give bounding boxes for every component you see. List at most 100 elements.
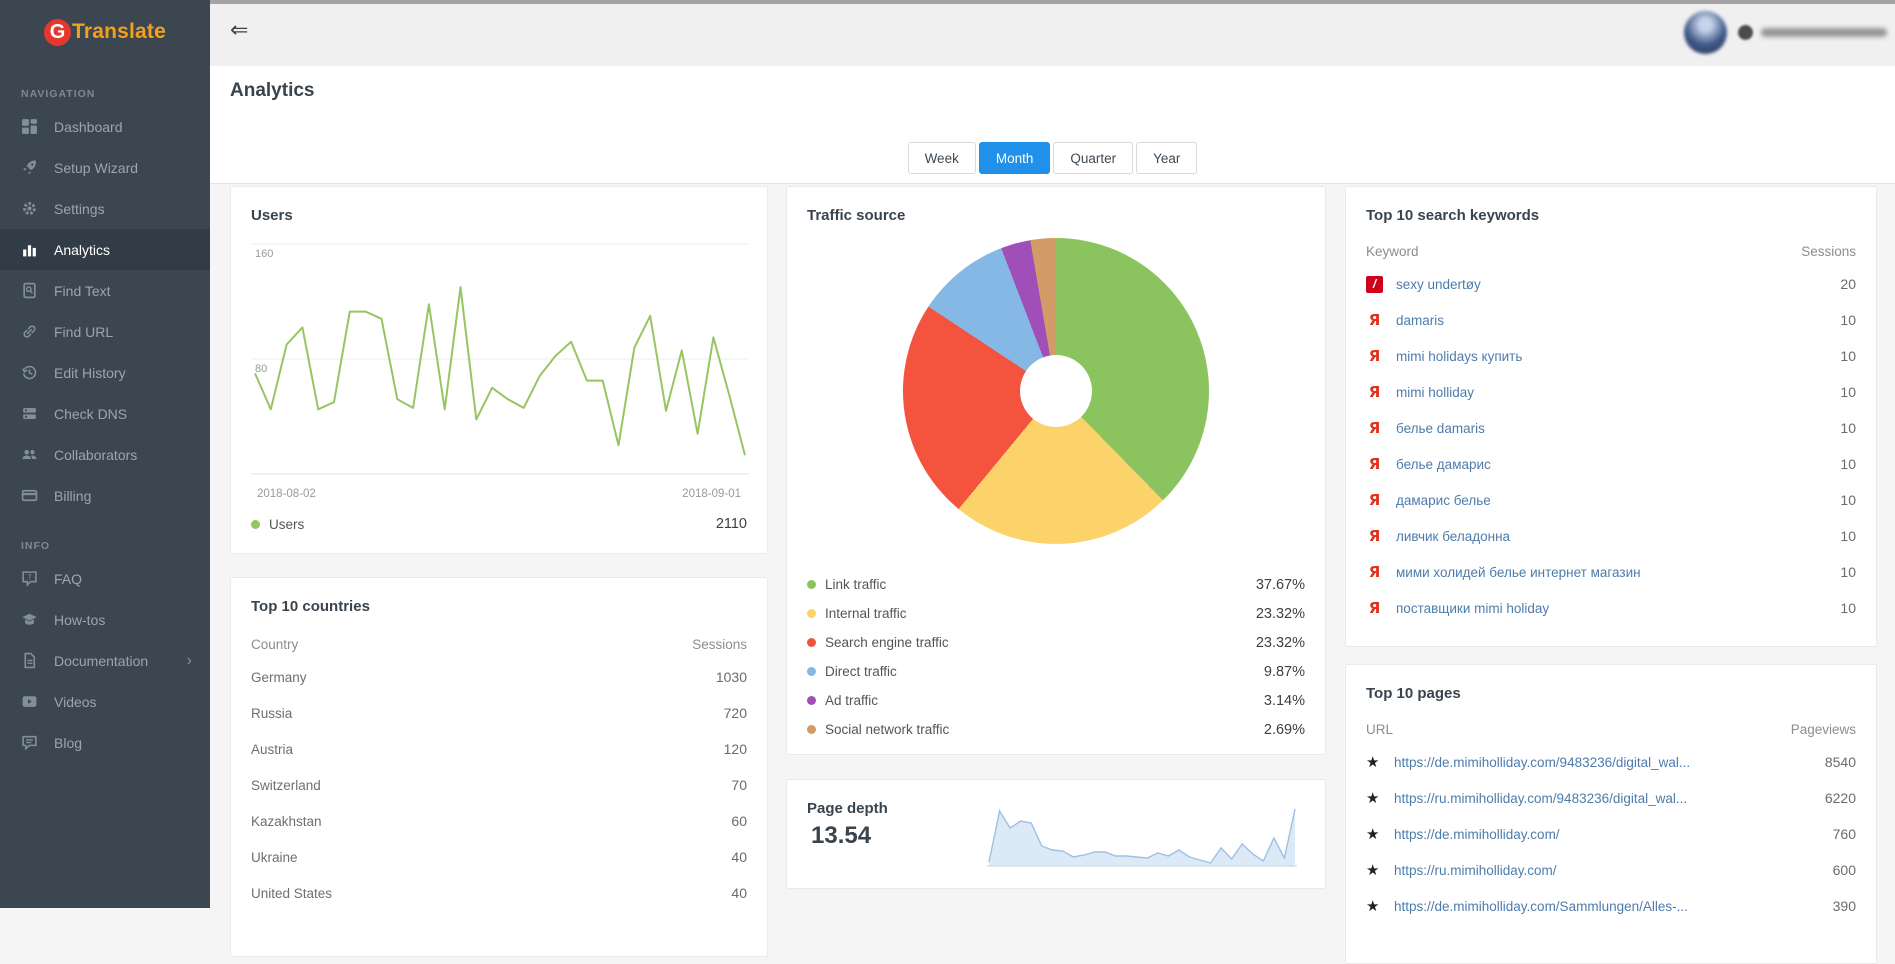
page-depth-sparkline	[987, 808, 1297, 867]
people-icon	[22, 449, 37, 459]
column-header-keyword: Keyword	[1366, 243, 1419, 259]
legend-row: Search engine traffic 23.32%	[807, 628, 1305, 657]
bar-chart-icon	[23, 245, 36, 257]
legend-dot	[807, 580, 816, 589]
legend-dot	[807, 725, 816, 734]
globe-icon	[1738, 25, 1753, 40]
sidebar-item-billing[interactable]: Billing	[0, 475, 210, 516]
table-row: United States 40	[251, 885, 747, 901]
sidebar-item-label: Check DNS	[54, 405, 128, 422]
sidebar-item-collaborators[interactable]: Collaborators	[0, 434, 210, 475]
rocket-icon	[22, 160, 36, 175]
traffic-source-panel: Traffic source Link traffic 37.67% Intern…	[786, 186, 1326, 755]
legend-row: Direct traffic 9.87%	[807, 657, 1305, 686]
star-icon: ★	[1366, 861, 1380, 879]
top-countries-panel: Top 10 countries Country Sessions German…	[230, 577, 768, 957]
page-url-link[interactable]: https://ru.mimiholliday.com/	[1394, 862, 1557, 878]
keyword-link[interactable]: ливчик беладонна	[1396, 528, 1511, 544]
table-row: Austria 120	[251, 741, 747, 757]
page-url-link[interactable]: https://de.mimiholliday.com/Sammlungen/A…	[1394, 898, 1688, 914]
star-icon: ★	[1366, 897, 1380, 915]
user-email-redacted	[1761, 28, 1887, 37]
sidebar-item-documentation[interactable]: Documentation ›	[0, 640, 210, 681]
table-row: ★ https://ru.mimiholliday.com/9483236/dig…	[1366, 789, 1856, 807]
table-header: Keyword Sessions	[1366, 236, 1856, 266]
sidebar-item-label: Settings	[54, 200, 105, 217]
tab-year[interactable]: Year	[1136, 142, 1198, 174]
sidebar-collapse-icon[interactable]: ⇐	[230, 18, 249, 43]
nav-section-info: INFO ? FAQ How-tos Documentation › Video…	[0, 530, 210, 763]
y-axis-tick: 160	[255, 248, 274, 260]
yandex-favicon-icon: Я	[1368, 347, 1381, 365]
keyword-link[interactable]: mimi holliday	[1396, 384, 1475, 400]
sidebar-item-label: Find Text	[54, 282, 111, 299]
sidebar-item-analytics[interactable]: Analytics	[0, 229, 210, 270]
document-search-icon	[23, 282, 36, 299]
legend-dot	[807, 609, 816, 618]
keyword-link[interactable]: белье дамарис	[1396, 456, 1491, 472]
keyword-link[interactable]: дамарис белье	[1396, 492, 1491, 508]
sidebar-item-videos[interactable]: Videos	[0, 681, 210, 722]
sidebar-item-settings[interactable]: Settings	[0, 188, 210, 229]
panel-title: Page depth	[807, 800, 888, 817]
sidebar-item-edit-history[interactable]: Edit History	[0, 352, 210, 393]
document-icon	[24, 652, 36, 669]
sidebar-item-label: Blog	[54, 734, 83, 751]
table-row: / sexy undertøy 20	[1346, 266, 1876, 302]
table-row: ★ https://ru.mimiholliday.com/600	[1366, 861, 1856, 879]
sidebar-item-label: Edit History	[54, 364, 126, 381]
page-url-link[interactable]: https://de.mimiholliday.com/	[1394, 826, 1560, 842]
sidebar-item-check-dns[interactable]: Check DNS	[0, 393, 210, 434]
x-axis-start-date: 2018-08-02	[257, 488, 316, 500]
sidebar-item-faq[interactable]: ? FAQ	[0, 558, 210, 599]
search-engine-favicon-icon: /	[1366, 275, 1383, 293]
keyword-link[interactable]: мими холидей белье интернет магазин	[1396, 564, 1641, 580]
keyword-link[interactable]: белье damaris	[1396, 420, 1485, 436]
panel-title: Traffic source	[807, 207, 906, 224]
yandex-favicon-icon: Я	[1368, 599, 1381, 617]
keyword-link[interactable]: sexy undertøy	[1396, 276, 1481, 292]
table-header: URL Pageviews	[1366, 714, 1856, 744]
legend-row: Internal traffic 23.32%	[807, 599, 1305, 628]
svg-text:?: ?	[27, 573, 31, 582]
sidebar-item-how-tos[interactable]: How-tos	[0, 599, 210, 640]
column-header-sessions: Sessions	[692, 636, 747, 652]
sidebar-item-label: Setup Wizard	[54, 159, 139, 176]
user-avatar[interactable]	[1684, 11, 1727, 54]
pie-donut-hole	[1020, 355, 1092, 427]
sidebar-item-label: Videos	[54, 693, 97, 710]
tab-quarter[interactable]: Quarter	[1053, 142, 1134, 174]
legend-dot	[251, 519, 260, 529]
sidebar-item-blog[interactable]: Blog	[0, 722, 210, 763]
yandex-favicon-icon: Я	[1368, 563, 1381, 581]
keyword-link[interactable]: damaris	[1396, 312, 1445, 328]
panel-title: Top 10 countries	[251, 598, 370, 615]
y-axis-tick: 80	[255, 363, 268, 375]
sidebar-item-setup-wizard[interactable]: Setup Wizard	[0, 147, 210, 188]
sidebar-item-find-text[interactable]: Find Text	[0, 270, 210, 311]
user-account-menu[interactable]	[1738, 25, 1887, 40]
star-icon: ★	[1366, 789, 1380, 807]
nav-section-navigation: NAVIGATION Dashboard Setup Wizard Settin…	[0, 78, 210, 516]
star-icon: ★	[1366, 825, 1380, 843]
tab-month[interactable]: Month	[978, 142, 1051, 174]
tab-week[interactable]: Week	[907, 142, 976, 174]
video-play-icon	[22, 696, 37, 707]
sidebar-item-find-url[interactable]: Find URL	[0, 311, 210, 352]
keyword-link[interactable]: mimi holidays купить	[1396, 348, 1523, 364]
page-url-link[interactable]: https://de.mimiholliday.com/9483236/digi…	[1394, 754, 1691, 770]
gtranslate-logo[interactable]: G Translate	[0, 0, 210, 64]
page-url-link[interactable]: https://ru.mimiholliday.com/9483236/digi…	[1394, 790, 1688, 806]
keyword-link[interactable]: поставщики mimi holiday	[1396, 600, 1550, 616]
sidebar: G Translate NAVIGATION Dashboard Setup W…	[0, 0, 210, 908]
page-header: Analytics Week Month Quarter Year	[210, 66, 1895, 184]
link-icon	[23, 325, 36, 338]
legend-dot	[807, 696, 816, 705]
sidebar-item-dashboard[interactable]: Dashboard	[0, 106, 210, 147]
users-line-chart-svg	[251, 243, 749, 475]
